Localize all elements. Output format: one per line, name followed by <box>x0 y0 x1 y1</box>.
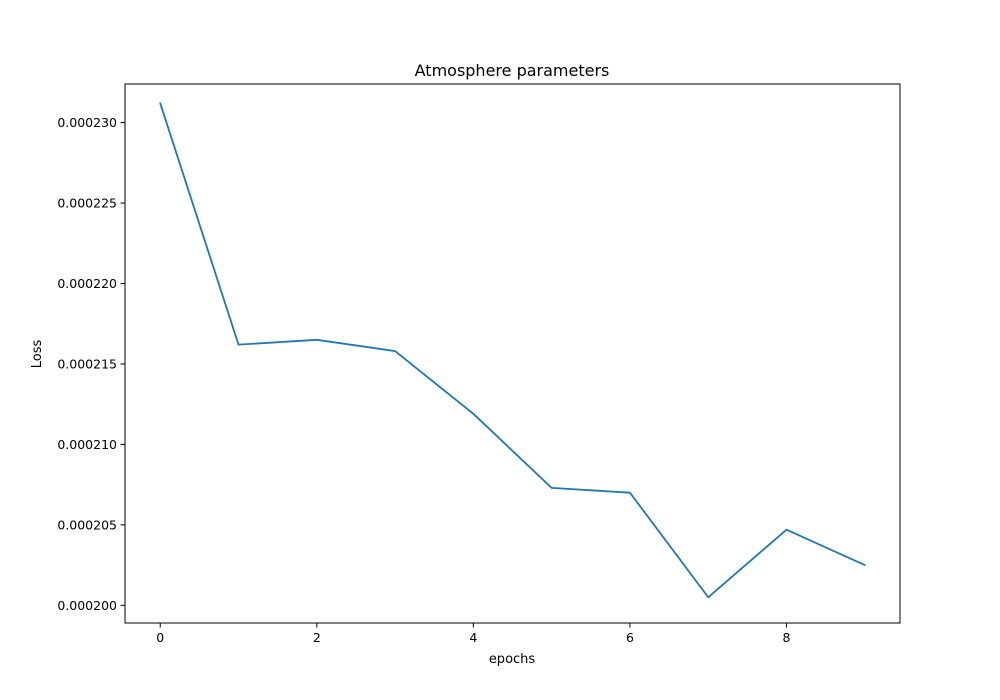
x-tick-label: 4 <box>469 630 477 645</box>
y-tick-label: 0.000220 <box>57 276 117 291</box>
x-tick-label: 2 <box>313 630 321 645</box>
x-axis: 0 2 4 6 8 <box>156 623 791 645</box>
loss-series-line <box>159 102 866 599</box>
y-axis: 0.000200 0.000205 0.000210 0.000215 0.000220… <box>57 115 125 613</box>
y-tick-label: 0.000225 <box>57 196 117 211</box>
x-tick-label: 8 <box>783 630 791 645</box>
y-tick-label: 0.000210 <box>57 437 117 452</box>
y-tick-label: 0.000215 <box>57 356 117 371</box>
y-tick-label: 0.000205 <box>57 517 117 532</box>
y-tick-label: 0.000200 <box>57 598 117 613</box>
x-axis-label: epochs <box>489 652 536 667</box>
x-tick-label: 6 <box>626 630 634 645</box>
y-axis-label: Loss <box>30 340 45 369</box>
plot-area-frame <box>124 83 901 624</box>
series-group <box>159 102 866 599</box>
y-tick-label: 0.000230 <box>57 115 117 130</box>
chart-title: Atmosphere parameters <box>415 61 610 80</box>
x-tick-label: 0 <box>156 630 164 645</box>
